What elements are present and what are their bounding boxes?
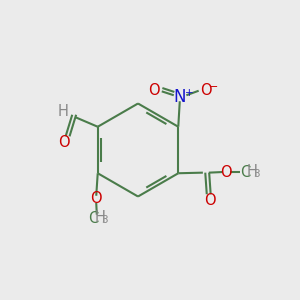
Text: O: O	[204, 193, 216, 208]
Text: C: C	[240, 164, 250, 179]
Text: N: N	[173, 88, 186, 106]
Text: C: C	[88, 211, 98, 226]
Text: 3: 3	[253, 169, 259, 179]
Text: 3: 3	[101, 215, 108, 225]
Text: H: H	[246, 164, 257, 179]
Text: +: +	[184, 88, 193, 98]
Text: H: H	[94, 211, 105, 226]
Text: O: O	[90, 191, 102, 206]
Text: O: O	[58, 135, 70, 150]
Text: O: O	[148, 83, 160, 98]
Text: −: −	[209, 82, 218, 92]
Text: O: O	[220, 164, 232, 179]
Text: H: H	[58, 103, 69, 118]
Text: O: O	[200, 82, 212, 98]
